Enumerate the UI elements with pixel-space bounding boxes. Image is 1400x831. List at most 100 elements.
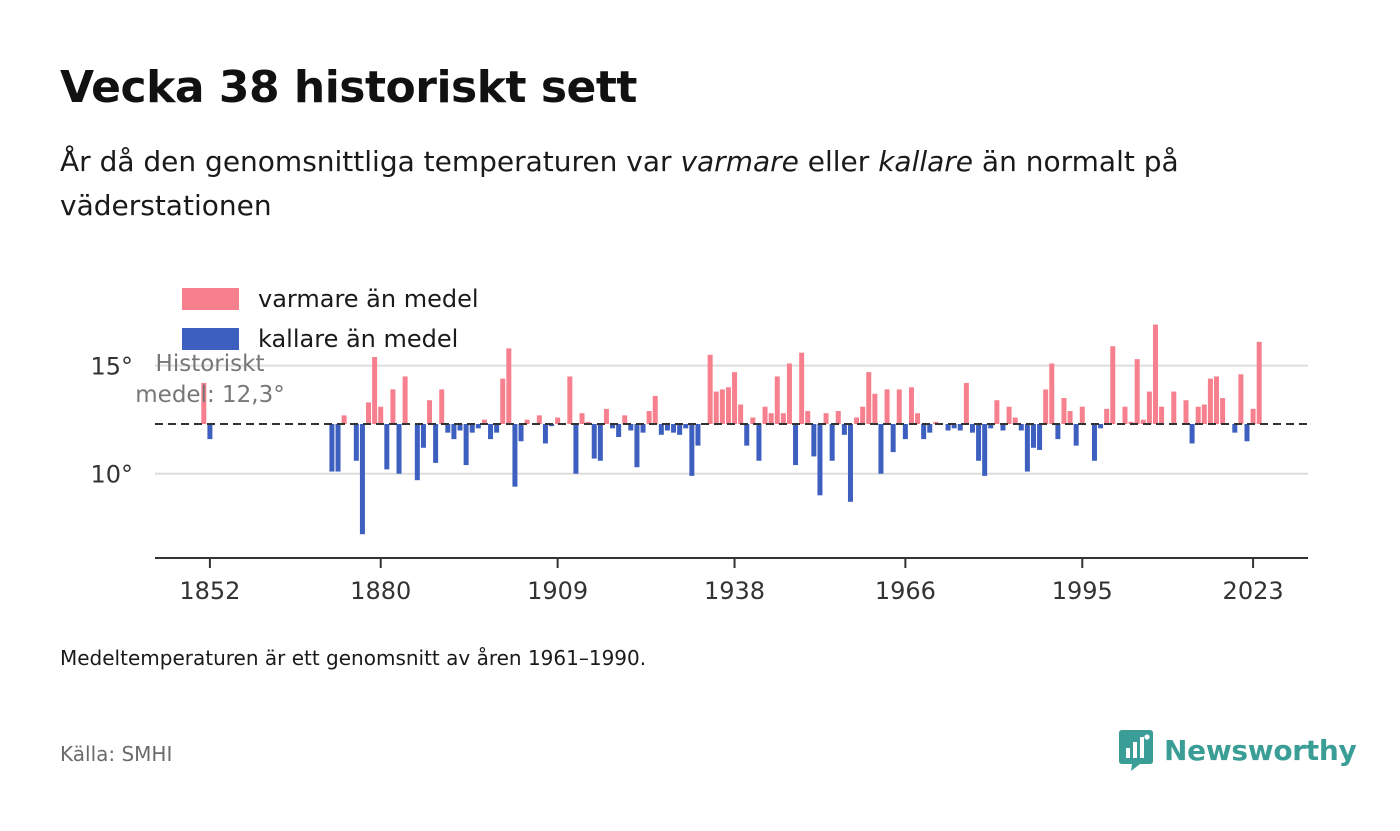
- bar-warm: [1238, 374, 1244, 424]
- brand-logo: Newsworthy: [1118, 728, 1357, 772]
- bar-cold: [793, 424, 799, 466]
- bar-cold: [512, 424, 518, 487]
- bar-warm: [774, 376, 780, 424]
- bar-warm: [366, 402, 372, 424]
- bar-cold: [988, 424, 994, 429]
- bar-cold: [488, 424, 494, 440]
- baseline-label: medel: 12,3°: [135, 382, 284, 408]
- bar-warm: [1104, 408, 1110, 424]
- bar-warm: [1250, 408, 1256, 424]
- bar-cold: [689, 424, 695, 476]
- bar-warm: [1128, 421, 1134, 424]
- bar-cold: [335, 424, 341, 472]
- bar-warm: [1207, 378, 1213, 424]
- bar-warm: [1213, 376, 1219, 424]
- y-tick-label: 10°: [90, 461, 133, 489]
- bar-cold: [396, 424, 402, 474]
- bar-cold: [1024, 424, 1030, 472]
- bar-warm: [585, 421, 591, 424]
- bar-warm: [1110, 346, 1116, 424]
- bar-cold: [841, 424, 847, 435]
- bar-warm: [555, 417, 561, 424]
- bar-cold: [945, 424, 951, 431]
- bar-cold: [951, 424, 957, 429]
- subtitle-part: eller: [798, 145, 879, 178]
- bar-warm: [1122, 406, 1128, 424]
- x-tick-label: 1852: [179, 577, 240, 605]
- legend: varmare än medel kallare än medel: [182, 285, 479, 353]
- bar-warm: [854, 417, 860, 424]
- bar-cold: [445, 424, 451, 433]
- bar-warm: [994, 400, 1000, 424]
- bar-warm: [933, 421, 939, 424]
- bar-warm: [1012, 417, 1018, 424]
- bar-warm: [1256, 341, 1262, 424]
- bar-warm: [378, 406, 384, 424]
- bar-cold: [1000, 424, 1006, 431]
- bar-cold: [664, 424, 670, 431]
- bar-cold: [616, 424, 622, 437]
- bar-warm: [1140, 419, 1146, 424]
- legend-label-warm: varmare än medel: [258, 285, 479, 313]
- bar-cold: [359, 424, 365, 535]
- bar-warm: [713, 391, 719, 424]
- x-tick-label: 1938: [704, 577, 765, 605]
- bar-cold: [829, 424, 835, 461]
- bar-warm: [768, 413, 774, 424]
- y-axis-ticks: 10° 15°: [90, 353, 133, 489]
- bar-cold: [847, 424, 853, 502]
- baseline-annotation: Historiskt medel: 12,3°: [135, 351, 284, 408]
- chart-subtitle: År då den genomsnittliga temperaturen va…: [60, 140, 1350, 228]
- bar-warm: [762, 406, 768, 424]
- bar-cold: [207, 424, 213, 440]
- x-tick-label: 1966: [875, 577, 936, 605]
- bar-cold: [890, 424, 896, 453]
- bar-cold: [414, 424, 420, 481]
- bar-warm: [805, 411, 811, 424]
- bar-warm: [786, 363, 792, 424]
- bar-cold: [1189, 424, 1195, 444]
- x-axis-ticks: 1852 1880 1909 1938 1966 1995 2023: [179, 558, 1284, 605]
- bar-warm: [799, 352, 805, 424]
- bar-cold: [610, 424, 616, 429]
- bar-warm: [536, 415, 542, 424]
- bar-cold: [756, 424, 762, 461]
- bar-warm: [738, 404, 744, 424]
- x-tick-label: 1880: [350, 577, 411, 605]
- legend-swatch-cold: [182, 328, 239, 350]
- bar-cold: [677, 424, 683, 435]
- bar-warm: [567, 376, 573, 424]
- bar-cold: [518, 424, 524, 442]
- bar-warm: [866, 372, 872, 424]
- bar-warm: [707, 354, 713, 424]
- bar-cold: [549, 424, 555, 427]
- bar-warm: [579, 413, 585, 424]
- bar-warm: [524, 419, 530, 424]
- bar-warm: [732, 372, 738, 424]
- bar-warm: [780, 413, 786, 424]
- bar-cold: [695, 424, 701, 446]
- bar-cold: [597, 424, 603, 461]
- bar-warm: [1152, 324, 1158, 424]
- bar-warm: [1061, 398, 1067, 424]
- bar-warm: [719, 389, 725, 424]
- bar-warm: [427, 400, 433, 424]
- bar-warm: [439, 389, 445, 424]
- bar-warm: [1195, 406, 1201, 424]
- bar-warm: [603, 408, 609, 424]
- y-tick-label: 15°: [90, 353, 133, 381]
- bar-cold: [628, 424, 634, 431]
- brand-name: Newsworthy: [1164, 733, 1357, 767]
- bar-warm: [506, 348, 512, 424]
- bar-cold: [817, 424, 823, 496]
- bar-cold: [451, 424, 457, 440]
- baseline-label: Historiskt: [156, 351, 265, 377]
- bar-cold: [457, 424, 463, 431]
- bar-warm: [860, 406, 866, 424]
- bar-cold: [573, 424, 579, 474]
- bar-series: [201, 324, 1262, 535]
- bar-cold: [1030, 424, 1036, 448]
- bar-cold: [384, 424, 390, 470]
- bar-cold: [976, 424, 982, 461]
- bar-cold: [469, 424, 475, 433]
